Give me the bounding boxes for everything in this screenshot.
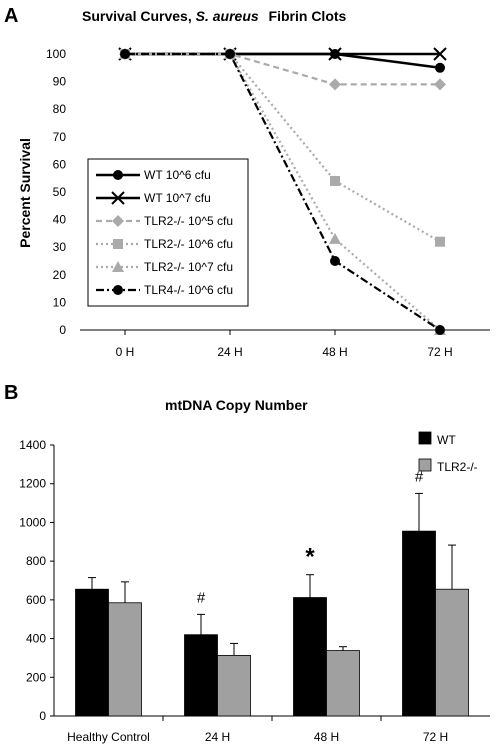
panel-a-legend-entry: TLR2-/- 10^5 cfu	[144, 214, 233, 228]
panel-b-bar	[217, 655, 251, 717]
panel-b-bar	[108, 602, 142, 717]
panel-a-legend-box	[87, 158, 249, 307]
panel-b-series-wt	[75, 492, 436, 717]
panel-a-y-axis-label: Percent Survival	[17, 138, 33, 248]
panel-a-y-tick-label: 40	[53, 213, 67, 227]
panel-a-series-line	[125, 52, 440, 86]
panel-b-series-tlr2	[108, 544, 469, 717]
panel-a-legend-marker	[112, 215, 124, 227]
panel-b-significance-marker: #	[415, 468, 424, 485]
panel-a-title: Survival Curves, S. aureus Fibrin Clots	[82, 8, 347, 24]
panel-b-x-tick-label: 48 H	[314, 730, 339, 744]
panel-a-series-line	[125, 52, 441, 331]
panel-b-legend-swatch	[418, 458, 432, 472]
panel-b-x-tick-label: 24 H	[205, 730, 230, 744]
panel-b-x-tick-label: 72 H	[423, 730, 448, 744]
panel-b-bar	[184, 634, 218, 717]
panel-a-legend-marker	[112, 261, 124, 272]
panel-a-series-line	[125, 52, 441, 243]
panel-b-bar	[402, 530, 436, 717]
panel-a-data-point	[435, 62, 445, 73]
panel-a-legend-marker	[113, 170, 123, 180]
panel-a-data-point	[225, 49, 235, 59]
panel-b-legend: WT TLR2-/-	[418, 431, 478, 474]
panel-b-x-tick-label: Healthy Control	[67, 730, 150, 744]
panel-a-y-tick-label: 70	[53, 130, 67, 144]
panel-a-y-tick-label: 80	[53, 102, 67, 116]
panel-a-legend-entry: WT 10^7 cfu	[144, 191, 211, 205]
panel-a-title-suffix: Fibrin Clots	[269, 8, 347, 24]
panel-b-y-tick-label: 400	[26, 632, 46, 646]
panel-b-significance-marker: *	[305, 544, 315, 571]
panel-b-y-tick-label: 600	[26, 593, 46, 607]
panel-a-data-point	[329, 232, 341, 244]
panel-b-bar	[326, 650, 360, 717]
panel-b-y-tick-label: 0	[39, 709, 46, 723]
panel-a-y-tick-label: 20	[53, 268, 67, 282]
panel-b-y-tick-label: 800	[26, 554, 46, 568]
panel-a: A Survival Curves, S. aureus Fibrin Clot…	[4, 5, 490, 359]
panel-a-y-tick-label: 30	[53, 240, 67, 254]
panel-a-data-point	[329, 78, 341, 91]
panel-b-bar	[75, 588, 109, 717]
panel-a-legend-entry: TLR4-/- 10^6 cfu	[144, 283, 233, 297]
panel-a-x-tick-label: 0 H	[116, 345, 135, 359]
panel-a-legend-entry: TLR2-/- 10^6 cfu	[144, 237, 233, 251]
panel-a-legend-marker	[111, 191, 125, 205]
panel-a-x-tick-label: 24 H	[217, 345, 242, 359]
panel-b-bar	[293, 597, 327, 717]
panel-a-data-point	[330, 256, 340, 266]
panel-a-y-tick-label: 50	[53, 185, 67, 199]
panel-a-y-tick-label: 60	[53, 157, 67, 171]
panel-a-title-italic: S. aureus	[196, 8, 259, 24]
panel-a-y-tick-label: 0	[59, 323, 66, 337]
panel-a-data-point	[434, 78, 446, 91]
panel-a-series-line	[125, 52, 441, 70]
panel-a-data-point	[330, 175, 340, 186]
panel-b-label: B	[4, 382, 18, 404]
panel-a-y-tick-label: 100	[46, 47, 66, 61]
panel-b-y-tick-label: 1200	[19, 477, 46, 491]
panel-b-y-tick-label: 200	[26, 670, 46, 684]
panel-b-legend-entry: TLR2-/-	[437, 460, 478, 474]
panel-a-label: A	[4, 5, 18, 27]
panel-a-legend: WT 10^6 cfu WT 10^7 cfu TLR2-/- 10^5 cfu TL…	[87, 158, 249, 307]
panel-a-x-tick-label: 72 H	[427, 345, 452, 359]
panel-a-series-tlr4-10-6-cfu	[120, 49, 445, 335]
panel-a-legend-entry: WT 10^6 cfu	[144, 168, 211, 182]
panel-a-legend-marker	[113, 285, 123, 295]
panel-b: B mtDNA Copy Number 0 200 400 600 800 1000 120…	[4, 382, 490, 744]
panel-a-y-tick-label: 10	[53, 295, 67, 309]
panel-a-data-point	[435, 236, 445, 247]
panel-a-data-point	[433, 47, 447, 61]
panel-a-legend-entry: TLR2-/- 10^7 cfu	[144, 260, 233, 274]
panel-a-x-tick-label: 48 H	[322, 345, 347, 359]
panel-a-series-wt-10-6-cfu	[120, 49, 445, 73]
panel-a-legend-marker	[113, 239, 123, 249]
panel-b-bar	[435, 588, 469, 717]
panel-a-data-point	[120, 49, 130, 59]
panel-b-significance-marker: #	[197, 589, 206, 606]
panel-b-title: mtDNA Copy Number	[165, 397, 308, 413]
panel-a-data-point	[435, 325, 445, 335]
panel-a-series-line	[125, 52, 441, 331]
panel-b-y-tick-label: 1000	[19, 515, 46, 529]
panel-b-legend-swatch	[418, 431, 432, 445]
panel-b-y-tick-label: 1400	[19, 438, 46, 452]
panel-b-legend-entry: WT	[437, 433, 456, 447]
panel-a-title-part1: Survival Curves,	[82, 8, 192, 24]
panel-a-data-point	[328, 47, 342, 61]
panel-a-y-tick-label: 90	[53, 75, 67, 89]
